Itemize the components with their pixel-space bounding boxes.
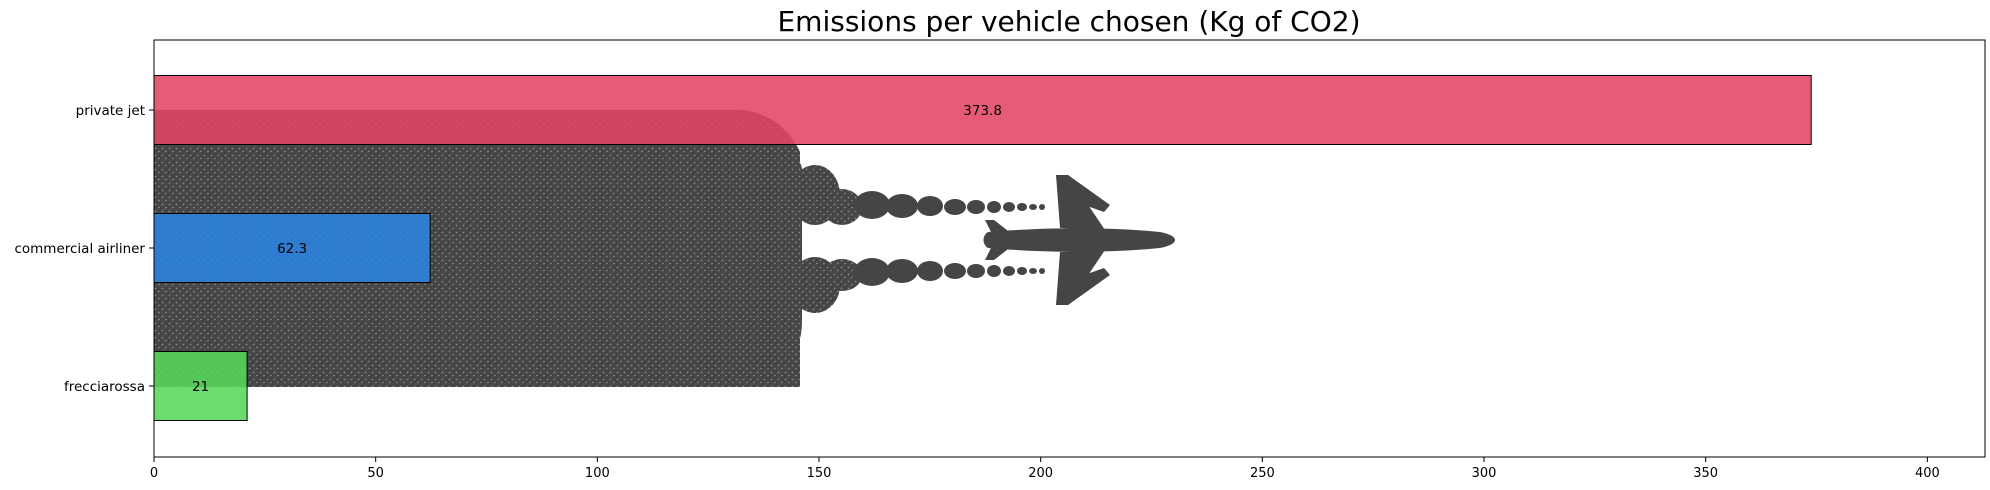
- y-tick-label: commercial airliner: [14, 241, 145, 257]
- value-labels-group: 373.8 62.3 21: [192, 103, 1002, 395]
- chart-title: Emissions per vehicle chosen (Kg of CO2): [777, 5, 1360, 38]
- value-label: 373.8: [963, 103, 1002, 119]
- y-tick-label: frecciarossa: [64, 379, 145, 395]
- value-label: 62.3: [277, 241, 307, 257]
- x-tick-label: 250: [1250, 466, 1275, 481]
- x-axis: 0 50 100 150 200 250 300 350 400: [150, 457, 1940, 481]
- x-tick-label: 50: [367, 466, 384, 481]
- x-tick-label: 400: [1915, 466, 1940, 481]
- x-tick-label: 100: [585, 466, 610, 481]
- x-tick-label: 0: [150, 466, 158, 481]
- x-tick-label: 200: [1028, 466, 1053, 481]
- x-tick-label: 300: [1472, 466, 1497, 481]
- bar-commercial-airliner: [153, 213, 431, 283]
- bars-group: [153, 75, 1812, 421]
- airplane-contrail-icon: [154, 110, 1175, 387]
- value-label: 21: [192, 379, 209, 395]
- x-tick-label: 350: [1693, 466, 1718, 481]
- x-tick-label: 150: [807, 466, 832, 481]
- y-tick-label: private jet: [76, 103, 145, 119]
- y-axis: private jet commercial airliner frecciaros…: [14, 103, 154, 395]
